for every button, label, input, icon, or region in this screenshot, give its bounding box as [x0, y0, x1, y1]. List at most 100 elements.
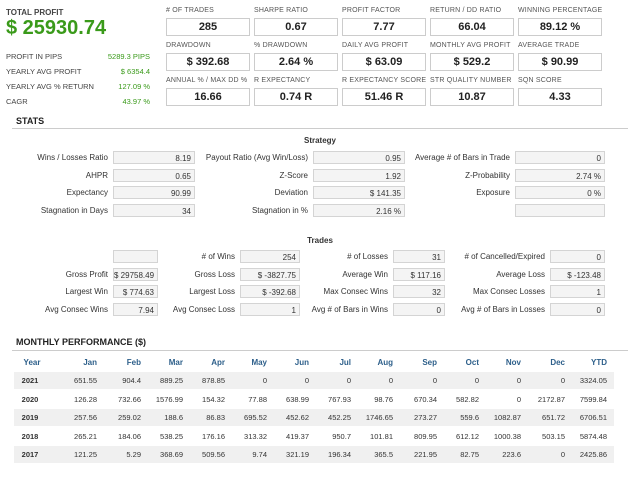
stat-value: 0 % [515, 186, 605, 199]
month-cell: 101.81 [370, 431, 393, 441]
stat-label: Payout Ratio (Avg Win/Loss) [205, 153, 308, 162]
stat-label: # of Losses [347, 252, 388, 261]
month-cell: 0 [516, 376, 521, 385]
stat-label: Average # of Bars in Trade [414, 153, 510, 162]
month-cell: 82.75 [460, 450, 479, 459]
summary-label: CAGR [6, 97, 28, 106]
stat-value: $ 29758.49 [113, 267, 158, 281]
month-header: Nov [505, 358, 521, 367]
month-cell: 188.6 [164, 413, 183, 422]
metric-label: # OF TRADES [166, 7, 214, 14]
stat-value: 34 [113, 203, 195, 217]
stat-label: Average Win [342, 269, 388, 279]
year-cell: 2018 [21, 431, 39, 441]
trades-title: Trades [307, 236, 333, 245]
month-cell: 582.82 [456, 394, 479, 404]
month-cell: 313.32 [244, 431, 267, 441]
metric-value: 0.74 R [254, 88, 338, 106]
month-header: May [251, 358, 267, 367]
month-cell: 2425.86 [579, 450, 607, 459]
month-cell: 5.29 [126, 450, 141, 459]
stats-title: STATS [16, 116, 45, 126]
month-cell: 126.28 [74, 394, 97, 404]
month-cell: 904.4 [122, 376, 141, 385]
metric-value: 0.67 [254, 18, 338, 36]
month-cell: 695.52 [244, 413, 267, 422]
stat-value: 0.95 [313, 151, 405, 164]
month-cell: 223.6 [502, 450, 521, 459]
month-cell: 651.55 [74, 376, 97, 385]
summary-value: 127.09 % [118, 82, 150, 91]
month-cell: 0 [560, 376, 565, 385]
month-cell: 0 [516, 394, 521, 404]
stat-value: 8.19 [113, 151, 195, 164]
metric-value: 89.12 % [518, 18, 602, 36]
stat-label: # of Cancelled/Expired [464, 252, 546, 261]
metric-value: 2.64 % [254, 53, 338, 71]
stat-value: 2.16 % [313, 203, 405, 217]
month-cell: 638.99 [286, 394, 309, 404]
month-cell: 503.15 [542, 431, 565, 441]
metric-label: STR QUALITY NUMBER [430, 77, 512, 84]
strategy-title: Strategy [303, 136, 336, 145]
month-cell: 452.62 [286, 413, 309, 422]
month-cell: 86.83 [206, 413, 225, 422]
summary-label: YEARLY AVG % RETURN [6, 82, 94, 91]
stat-value: $ -392.68 [240, 285, 300, 298]
stat-label: Largest Win [65, 287, 108, 296]
month-cell: 257.56 [74, 413, 97, 422]
month-cell: 77.88 [248, 394, 267, 404]
metric-label: SHARPE RATIO [254, 7, 309, 14]
month-cell: 273.27 [414, 413, 437, 422]
stat-label: Avg Consec Wins [45, 304, 108, 314]
month-cell: 419.37 [286, 431, 309, 441]
year-cell: 2019 [21, 413, 39, 422]
month-cell: 265.21 [74, 431, 97, 441]
month-cell: 767.93 [328, 394, 351, 404]
stat-value: 0 [550, 250, 605, 263]
metric-label: AVERAGE TRADE [518, 42, 580, 49]
month-cell: 7599.84 [579, 394, 607, 404]
metric-label: ANNUAL % / MAX DD % [166, 77, 248, 84]
stat-label: Avg Consec Loss [172, 304, 235, 314]
stat-label: Stagnation in % [251, 205, 308, 215]
stat-value: $ -3827.75 [240, 267, 300, 281]
month-cell: 1576.99 [155, 394, 183, 404]
month-cell: 2172.87 [537, 394, 565, 404]
month-cell: 0 [560, 450, 565, 459]
stat-label: AHPR [85, 170, 108, 180]
month-cell: 0 [304, 376, 309, 385]
stat-label: Max Consec Losses [472, 287, 545, 296]
month-cell: 154.32 [202, 394, 225, 404]
metric-value: 285 [166, 18, 250, 36]
stat-label: Expectancy [66, 188, 108, 197]
stat-value: 0 [393, 302, 445, 316]
total-profit: $ 25930.74 [6, 17, 107, 39]
metric-label: DAILY AVG PROFIT [342, 42, 409, 49]
stat-label: # of Wins [201, 252, 235, 261]
month-cell: 0 [346, 376, 351, 385]
year-cell: 2020 [21, 394, 39, 404]
stat-value: 1 [240, 302, 300, 316]
metric-value: $ 392.68 [166, 53, 250, 71]
stat-label: Stagnation in Days [40, 205, 108, 215]
month-cell: 950.7 [332, 431, 351, 441]
month-cell: 1082.87 [493, 413, 521, 422]
month-cell: 0 [262, 376, 267, 385]
month-cell: 0 [388, 376, 393, 385]
month-cell: 98.76 [374, 394, 393, 404]
metric-label: R EXPECTANCY SCORE [342, 77, 427, 84]
month-header: Dec [550, 358, 565, 367]
month-cell: 184.06 [118, 431, 141, 441]
monthly-title: MONTHLY PERFORMANCE ($) [16, 337, 147, 347]
metric-label: WINNING PERCENTAGE [518, 7, 603, 14]
month-cell: 538.25 [160, 431, 183, 441]
metric-value: 51.46 R [342, 88, 426, 106]
stat-value [113, 250, 158, 263]
stat-label: Avg # of Bars in Wins [311, 304, 388, 314]
month-cell: 651.72 [542, 413, 565, 422]
month-header: Year [23, 358, 41, 367]
stat-label: Deviation [274, 188, 308, 197]
metric-label: DRAWDOWN [166, 42, 211, 49]
